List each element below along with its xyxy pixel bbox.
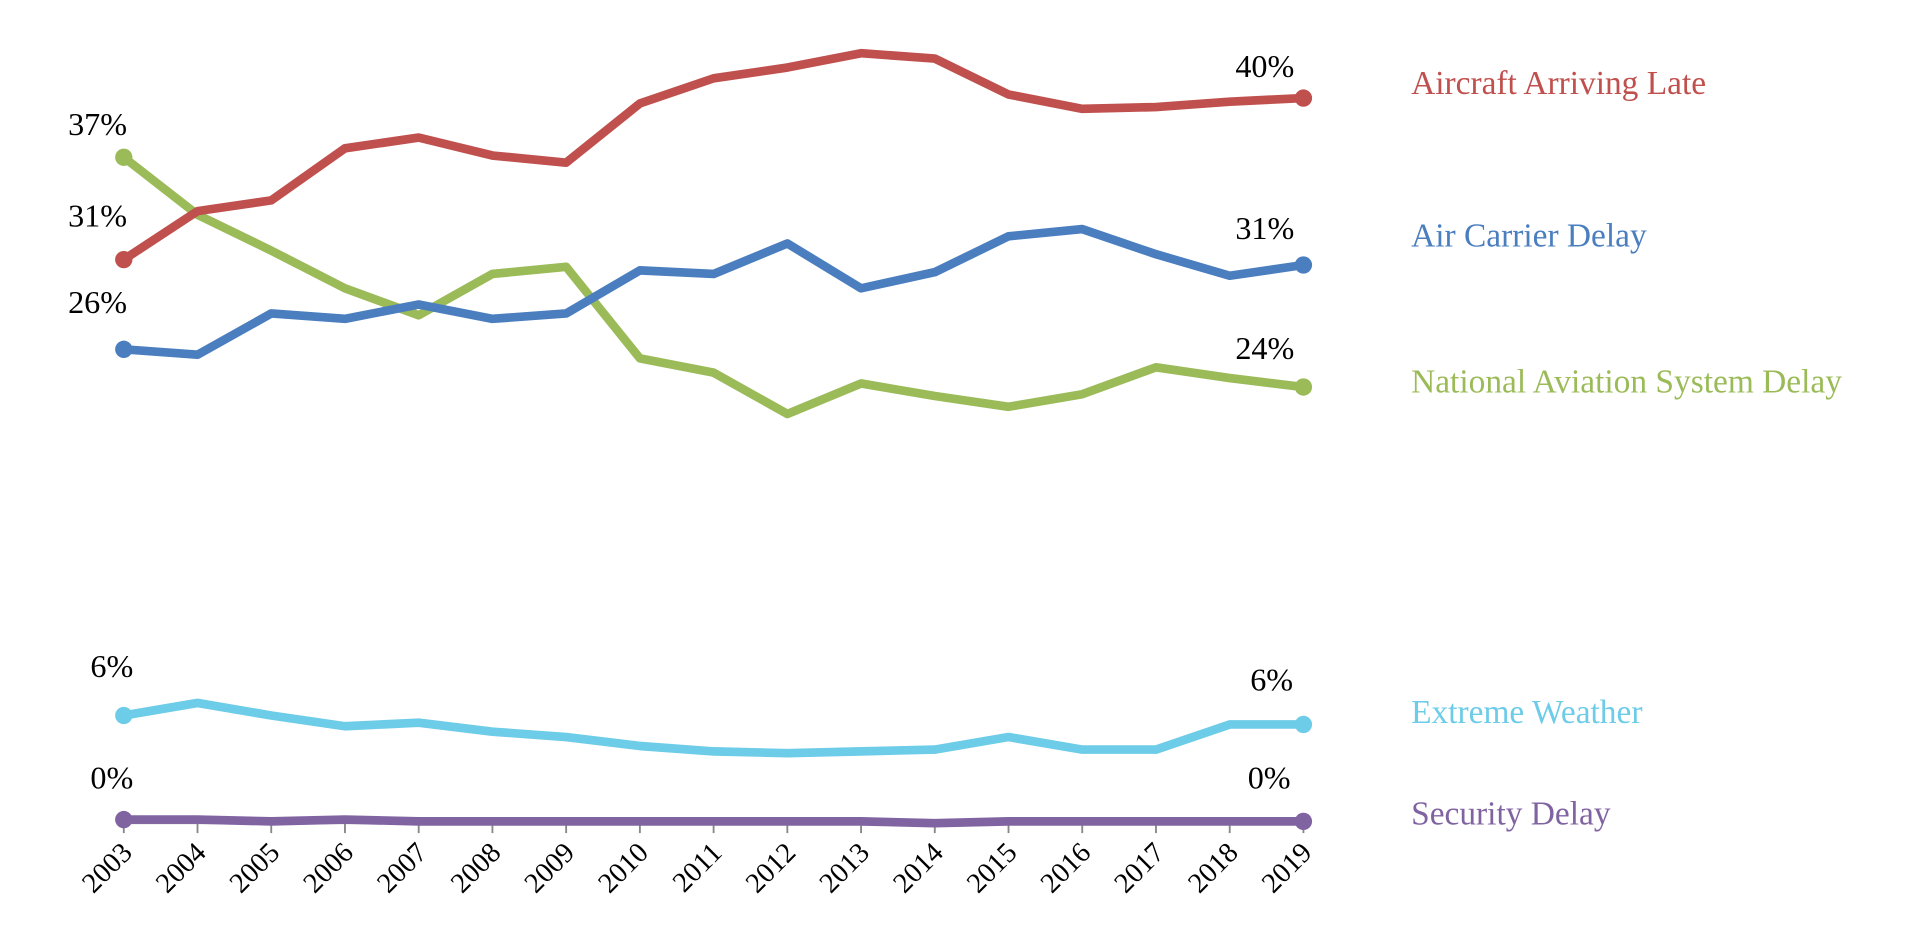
x-tick-label: 2006 [298, 837, 360, 899]
legend: Aircraft Arriving Late Air Carrier Delay N… [1411, 65, 1842, 832]
end-marker-air-carrier-delay [1294, 256, 1313, 274]
x-tick-label: 2010 [593, 837, 655, 899]
x-tick-label: 2009 [519, 837, 581, 899]
end-marker-aircraft-arriving-late [1294, 89, 1313, 107]
start-label-national-aviation-system-delay: 37% [68, 106, 127, 142]
x-tick-label: 2005 [224, 837, 286, 899]
x-tick-label: 2011 [667, 837, 728, 898]
end-marker-national-aviation-system-delay [115, 148, 133, 166]
legend-aircraft-arriving-late: Aircraft Arriving Late [1411, 65, 1706, 102]
x-tick-label: 2007 [371, 837, 433, 899]
start-label-security-delay: 0% [90, 760, 133, 796]
series-line-aircraft-arriving-late [121, 48, 1304, 264]
end-marker-air-carrier-delay [115, 340, 133, 359]
x-tick-label: 2016 [1035, 837, 1097, 899]
end-label-national-aviation-system-delay: 24% [1235, 330, 1294, 366]
x-tick-label: 2018 [1182, 837, 1244, 899]
end-marker-national-aviation-system-delay [1294, 378, 1313, 396]
x-tick-label: 2004 [150, 837, 212, 899]
x-tick-label: 2015 [961, 837, 1023, 899]
end-label-air-carrier-delay: 31% [1235, 210, 1294, 246]
end-marker-security-delay [1294, 812, 1313, 831]
x-tick-label: 2019 [1256, 837, 1318, 899]
series-lines [115, 48, 1313, 831]
start-label-air-carrier-delay: 26% [68, 284, 127, 320]
series-line-security-delay [123, 815, 1304, 828]
series-line-national-aviation-system-delay [121, 153, 1304, 419]
end-marker-extreme-weather [1294, 715, 1313, 734]
x-tick-label: 2012 [740, 837, 802, 899]
legend-extreme-weather: Extreme Weather [1411, 694, 1642, 731]
data-labels: 31% 40% 26% 31% 37% 24% 6% 6% 0% 0% [68, 48, 1294, 796]
end-label-security-delay: 0% [1248, 760, 1291, 796]
end-label-extreme-weather: 6% [1250, 662, 1293, 698]
x-axis: 2003 2004 2005 2006 2007 2008 2009 2010 2011 2012… [76, 822, 1318, 899]
x-tick-label: 2013 [814, 837, 876, 899]
x-tick-label: 2008 [445, 837, 507, 899]
end-marker-aircraft-arriving-late [115, 250, 133, 269]
legend-air-carrier-delay: Air Carrier Delay [1411, 217, 1647, 254]
end-marker-security-delay [115, 810, 133, 829]
x-tick-label: 2014 [887, 837, 949, 899]
series-line-extreme-weather [123, 698, 1304, 758]
end-marker-extreme-weather [115, 706, 133, 725]
legend-national-aviation-system-delay: National Aviation System Delay [1411, 363, 1842, 400]
start-label-extreme-weather: 6% [90, 648, 133, 684]
series-line-air-carrier-delay [123, 224, 1305, 360]
legend-security-delay: Security Delay [1411, 795, 1611, 832]
x-tick-label: 2003 [76, 837, 138, 899]
x-tick-label: 2017 [1109, 837, 1171, 899]
end-label-aircraft-arriving-late: 40% [1235, 48, 1294, 84]
start-label-aircraft-arriving-late: 31% [68, 198, 127, 234]
